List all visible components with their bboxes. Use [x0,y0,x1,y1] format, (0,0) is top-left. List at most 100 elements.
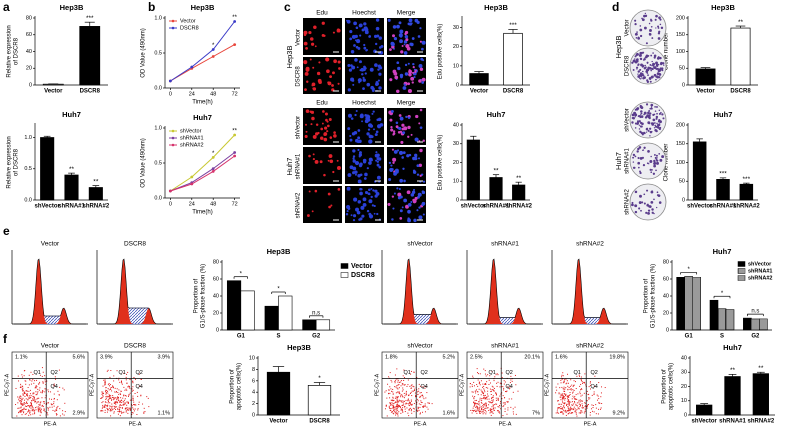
event [405,402,407,404]
colony [650,75,654,79]
event [575,403,577,405]
event [567,399,569,401]
nucleus [371,112,374,115]
event [101,409,103,411]
event [594,386,596,388]
event [127,395,129,397]
event [563,380,565,382]
event [562,398,564,400]
significance: * [277,287,280,293]
event [103,379,105,381]
event [117,392,119,394]
event [489,402,491,404]
event [108,398,110,400]
nucleus [421,201,426,206]
event [403,384,405,386]
nucleus [401,206,404,209]
event [408,394,410,396]
event [568,412,570,414]
event [33,410,35,412]
event [400,385,402,387]
event [19,410,21,412]
event [579,391,581,393]
nucleus [362,197,367,202]
event [504,397,506,399]
nucleus [414,137,419,142]
colony [641,17,643,20]
event [478,410,480,412]
colony [639,194,642,198]
nucleus [305,66,310,71]
colony [638,128,641,130]
bar [226,280,242,331]
event [493,390,495,392]
nucleus [373,49,377,54]
event [578,403,580,405]
event [110,387,112,389]
event [108,389,110,391]
panel-letter: b [148,0,155,14]
bar [717,308,727,331]
y-tick-label: 80 [213,259,219,265]
event [495,393,497,395]
event [483,368,485,370]
event [46,402,48,404]
event [469,383,471,385]
event [485,411,487,413]
colony [656,106,658,108]
event [481,402,483,404]
colony [657,69,661,73]
quadrant-label: Q4 [421,384,428,390]
event [561,374,563,376]
event [127,401,129,403]
event [390,404,392,406]
event [109,402,111,404]
event [422,386,424,388]
event [403,406,405,408]
panel-letter: e [3,224,10,238]
nucleus [304,88,307,92]
event [40,391,42,393]
nucleus [376,163,380,167]
event [477,409,479,411]
event [571,384,573,386]
event [28,405,30,407]
nucleus [398,150,404,155]
event [107,409,109,411]
y-axis-label: PE-Cy7-A [544,373,550,396]
bar [315,319,331,331]
event [560,379,562,381]
nucleus [403,51,408,55]
event [139,373,141,375]
nucleus [362,76,365,79]
series-line [170,134,235,192]
event [565,414,567,416]
event [564,379,566,381]
event [423,398,425,400]
event [472,407,474,409]
event [579,404,581,406]
colony [634,60,638,64]
y-axis-label: PE-Cy7-A [4,373,10,396]
nucleus [421,190,425,193]
y-axis-label: Clone number [664,33,670,71]
colony [641,70,644,73]
event [513,413,515,415]
event [33,396,35,398]
event [479,397,481,399]
series-line [170,152,235,192]
colony [649,168,652,171]
event [119,400,121,402]
quadrant-label: Q2 [421,370,428,376]
y-tick-label: 40 [453,122,459,128]
event [571,411,573,413]
event [484,398,486,400]
event [502,405,504,407]
event [514,406,516,408]
y-tick-label: 50 [679,66,685,72]
y-axis-label: Edu positive cells(%) [438,24,444,80]
colony [644,14,648,18]
colony [642,163,646,167]
colony [638,124,641,126]
dish [629,47,667,85]
